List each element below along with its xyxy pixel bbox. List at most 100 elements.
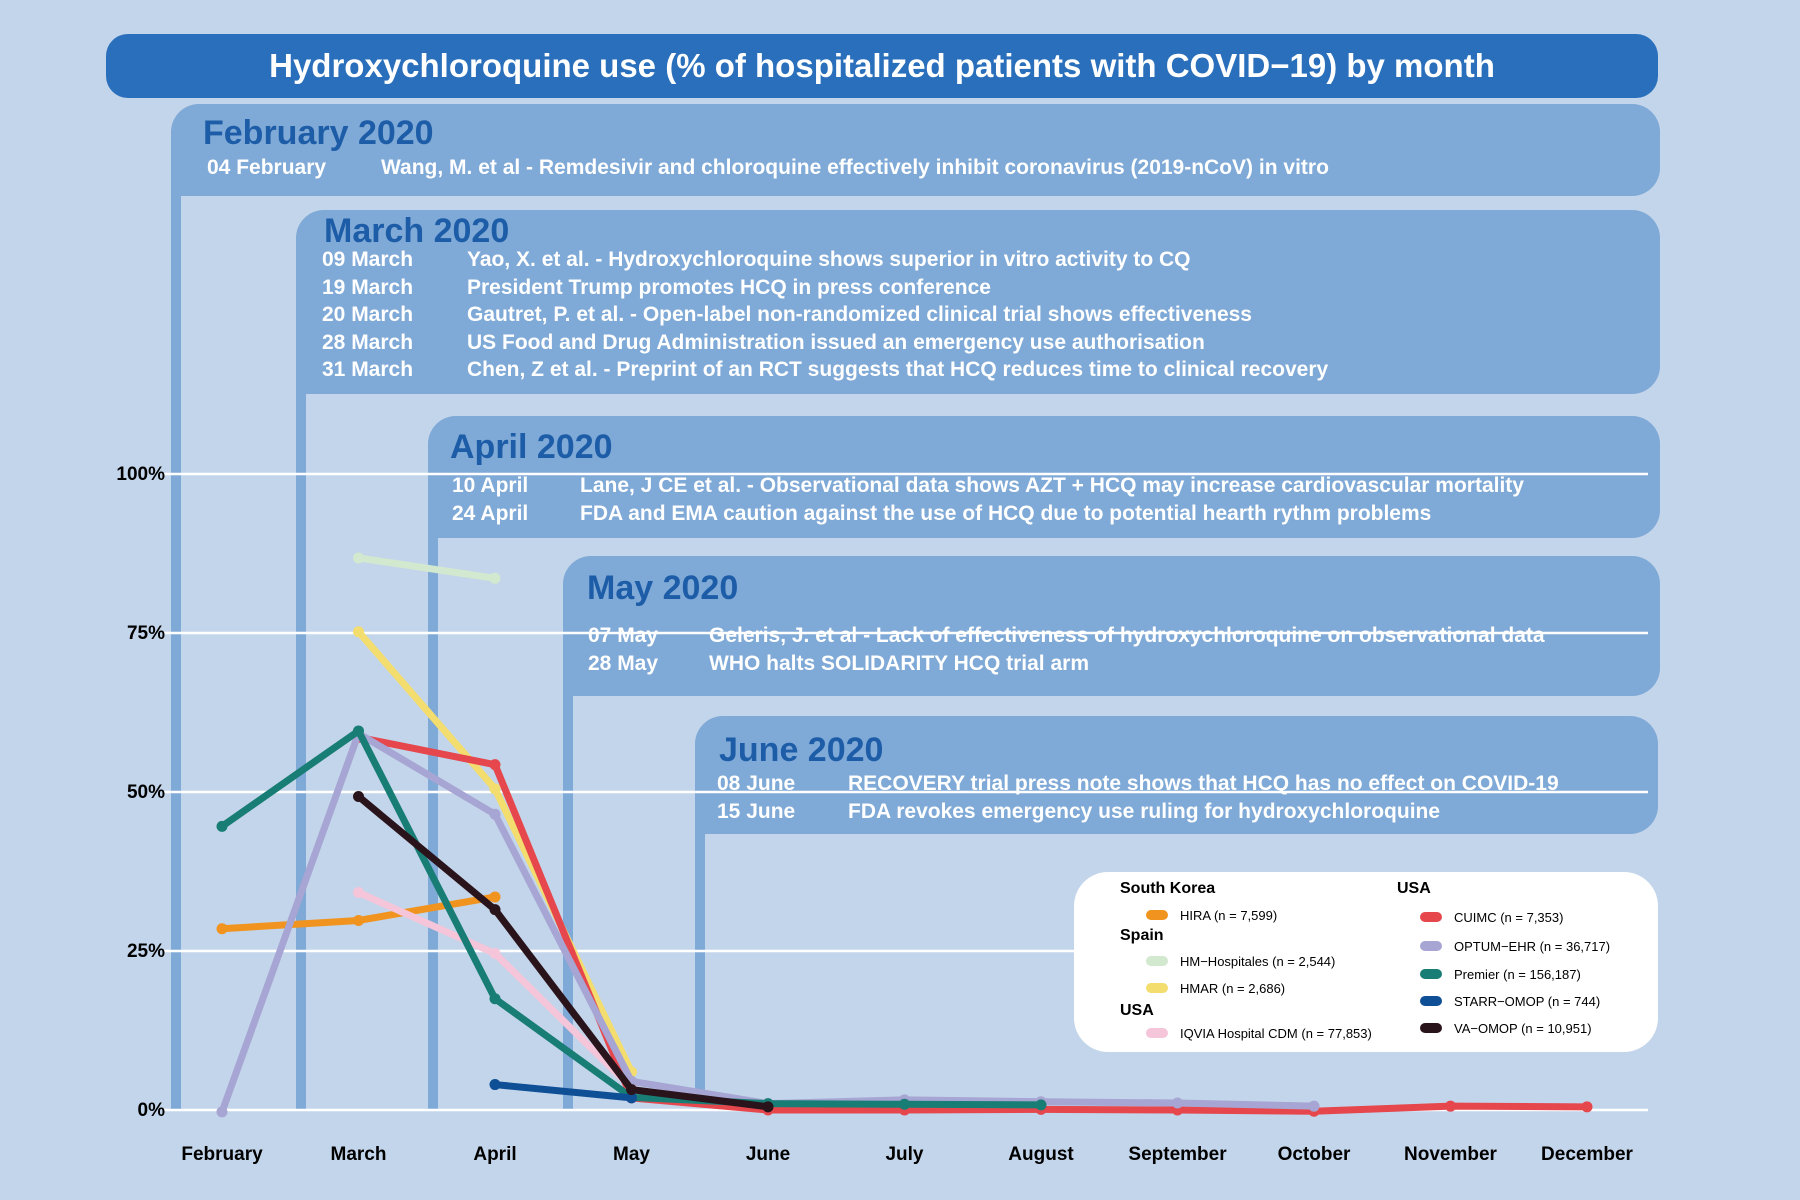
event-date: 08 June — [717, 772, 796, 795]
legend-group-title: South Korea — [1120, 880, 1216, 897]
legend-label: CUIMC (n = 7,353) — [1454, 909, 1564, 925]
event-date: 07 May — [588, 624, 659, 647]
legend-group-title: USA — [1397, 880, 1431, 897]
legend-swatch — [1146, 910, 1168, 920]
data-point-hm-hospitales — [353, 552, 364, 564]
x-tick-label: June — [746, 1144, 790, 1165]
data-point-hmar — [489, 783, 501, 795]
data-point-hm-hospitales — [489, 572, 501, 584]
x-tick-label: July — [885, 1144, 923, 1165]
series-line-cuimc — [355, 733, 1591, 1115]
y-tick-label: 100% — [116, 464, 165, 485]
data-point-optum-ehr — [216, 1106, 228, 1118]
timeline-panel-april: April 2020 10 April Lane, J CE et al. - … — [428, 416, 1660, 538]
event-text: Geleris, J. et al - Lack of effectivenes… — [709, 624, 1545, 647]
data-point-iqvia-hospital-cdm — [353, 886, 364, 898]
legend-swatch — [1420, 969, 1442, 979]
x-tick-label: April — [473, 1144, 516, 1165]
event-text: Chen, Z et al. - Preprint of an RCT sugg… — [467, 358, 1329, 381]
timeline-stem-june — [695, 820, 705, 1090]
legend-swatch — [1420, 996, 1442, 1006]
legend-swatch — [1420, 1023, 1442, 1033]
legend-item: STARR−OMOP (n = 744) — [1420, 991, 1600, 1011]
x-tick-label: August — [1008, 1144, 1074, 1165]
data-point-iqvia-hospital-cdm — [489, 948, 501, 960]
legend-label: Premier (n = 156,187) — [1454, 966, 1581, 982]
data-point-va-omop — [489, 904, 501, 916]
chart-title: Hydroxychloroquine use (% of hospitalize… — [106, 34, 1658, 98]
x-tick-label: March — [331, 1144, 387, 1165]
event-date: 09 March — [322, 248, 414, 271]
data-point-optum-ehr — [1308, 1100, 1320, 1112]
x-tick-label: February — [181, 1144, 263, 1165]
timeline-panel-june: June 2020 08 June RECOVERY trial press n… — [695, 716, 1658, 834]
x-tick-label: September — [1128, 1144, 1227, 1165]
legend-label: HMAR (n = 2,686) — [1180, 980, 1286, 996]
data-point-premier — [1035, 1099, 1047, 1111]
legend-label: HIRA (n = 7,599) — [1180, 907, 1278, 923]
event-date: 28 March — [322, 331, 414, 354]
legend-item: HMAR (n = 2,686) — [1146, 978, 1285, 998]
timeline-heading: May 2020 — [587, 569, 739, 607]
data-point-starr-omop — [489, 1079, 501, 1091]
event-text: President Trump promotes HCQ in press co… — [467, 276, 991, 299]
data-point-cuimc — [489, 759, 501, 771]
timeline-stem-may — [563, 680, 573, 1110]
legend-item: IQVIA Hospital CDM (n = 77,853) — [1146, 1023, 1372, 1043]
data-point-hira — [353, 914, 364, 926]
legend-item: Premier (n = 156,187) — [1420, 964, 1581, 984]
data-point-premier — [489, 993, 501, 1005]
timeline-stem-april — [428, 520, 438, 1110]
x-axis-ticks: February March April May June July August Septe… — [181, 1144, 1633, 1165]
legend-swatch — [1146, 1028, 1168, 1038]
legend-group-title: Spain — [1120, 927, 1164, 944]
timeline-heading: April 2020 — [450, 428, 613, 466]
legend-item: HIRA (n = 7,599) — [1146, 905, 1277, 925]
y-tick-label: 50% — [127, 782, 165, 803]
timeline-heading: March 2020 — [324, 212, 510, 250]
event-date: 24 April — [452, 502, 529, 525]
series-line-hm-hospitales — [355, 554, 499, 582]
timeline-stem-february — [171, 150, 181, 1110]
timeline-stem-march — [296, 360, 306, 1110]
timeline-panel-may: May 2020 07 May Geleris, J. et al - Lack… — [563, 556, 1660, 696]
timeline-heading: June 2020 — [719, 731, 884, 769]
data-point-cuimc — [1581, 1101, 1593, 1113]
data-point-cuimc — [1445, 1100, 1456, 1112]
y-tick-label: 75% — [127, 623, 165, 644]
event-text: WHO halts SOLIDARITY HCQ trial arm — [709, 652, 1089, 675]
series-line-starr-omop — [491, 1081, 635, 1102]
timeline-panel-march: March 2020 09 March Yao, X. et al. - Hyd… — [296, 210, 1660, 394]
legend-label: HM−Hospitales (n = 2,544) — [1180, 953, 1336, 969]
data-point-va-omop — [353, 790, 364, 802]
legend: South Korea HIRA (n = 7,599) Spain HM−Ho… — [1074, 872, 1658, 1052]
event-text: FDA and EMA caution against the use of H… — [580, 502, 1432, 525]
legend-swatch — [1420, 941, 1442, 951]
data-point-premier — [899, 1098, 910, 1110]
event-date: 15 June — [717, 800, 796, 823]
event-text: US Food and Drug Administration issued a… — [467, 331, 1205, 354]
legend-item: VA−OMOP (n = 10,951) — [1420, 1018, 1592, 1038]
legend-label: OPTUM−EHR (n = 36,717) — [1454, 938, 1611, 954]
data-point-optum-ehr — [1172, 1097, 1183, 1109]
legend-label: IQVIA Hospital CDM (n = 77,853) — [1180, 1025, 1372, 1041]
x-tick-label: December — [1541, 1144, 1633, 1165]
y-axis-ticks: 0% 25% 50% 75% 100% — [116, 464, 165, 1121]
x-tick-label: October — [1278, 1144, 1351, 1165]
event-text: FDA revokes emergency use ruling for hyd… — [848, 800, 1441, 823]
data-point-premier — [353, 725, 364, 737]
event-text: RECOVERY trial press note shows that HCQ… — [848, 772, 1559, 795]
legend-swatch — [1420, 912, 1442, 922]
event-date: 20 March — [322, 303, 414, 326]
data-point-va-omop — [762, 1101, 774, 1113]
event-text: Lane, J CE et al. - Observational data s… — [580, 474, 1524, 497]
data-point-hmar — [353, 626, 364, 638]
data-point-va-omop — [626, 1084, 637, 1096]
series-line-va-omop — [355, 792, 772, 1111]
event-date: 04 February — [207, 156, 327, 179]
series-layer — [216, 552, 1593, 1118]
legend-label: STARR−OMOP (n = 744) — [1454, 993, 1601, 1009]
event-text: Gautret, P. et al. - Open-label non-rand… — [467, 303, 1252, 326]
data-point-optum-ehr — [489, 808, 501, 820]
event-date: 28 May — [588, 652, 659, 675]
